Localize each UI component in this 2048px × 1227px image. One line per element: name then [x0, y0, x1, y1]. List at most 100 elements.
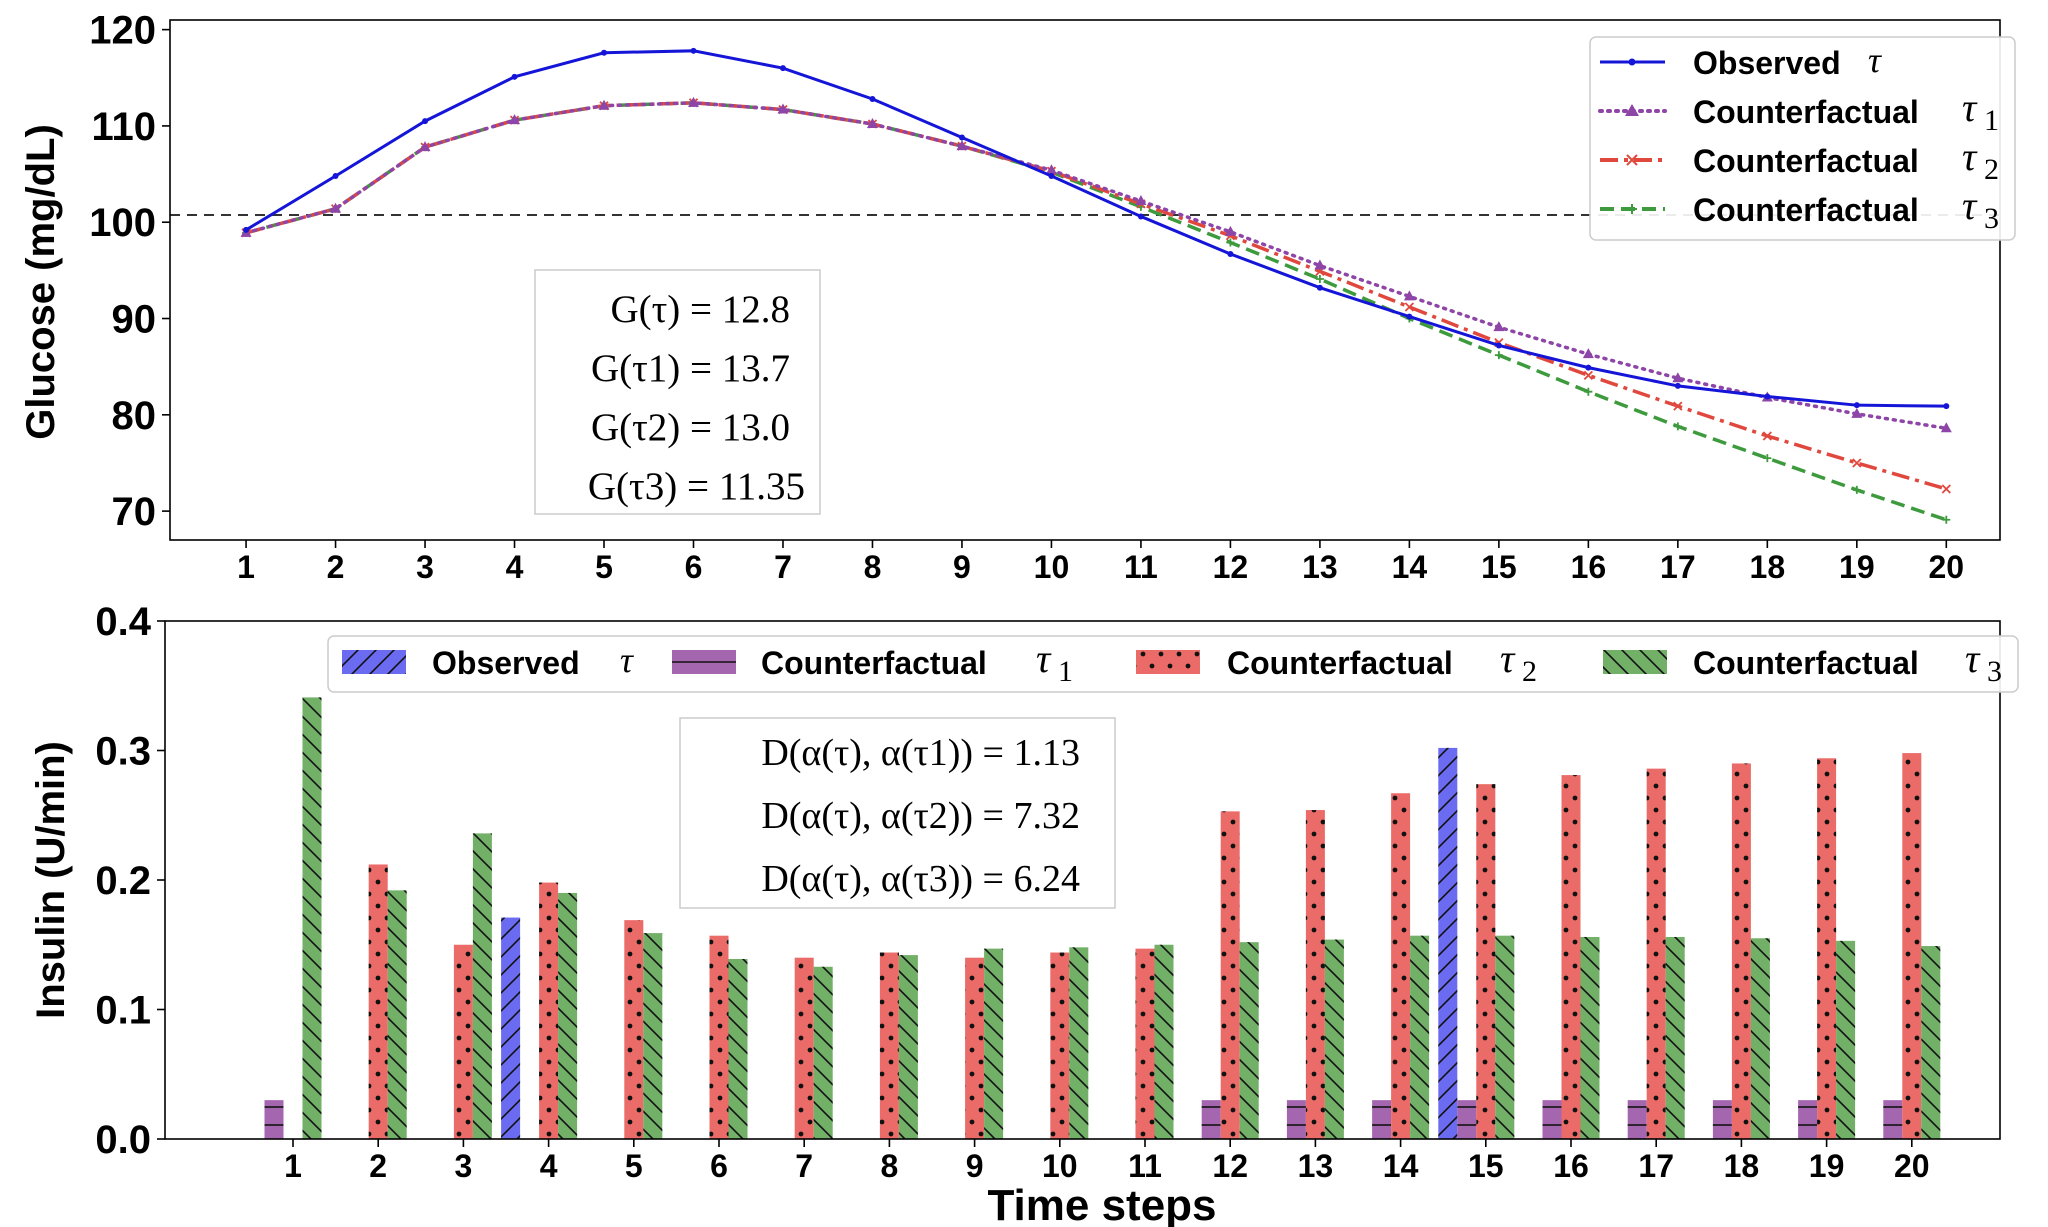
insulin-bar-cf2: [965, 957, 985, 1139]
insulin-bar-cf3: [387, 890, 407, 1139]
glucose-xtick-label: 4: [506, 549, 524, 585]
bar-legend-cf1-tau: τ: [1036, 636, 1052, 681]
insulin-bar-cf3: [1154, 944, 1174, 1139]
glucose-point-observed: [1495, 342, 1502, 349]
glucose-xtick-label: 2: [327, 549, 345, 585]
insulin-bar-cf1: [1286, 1100, 1306, 1139]
legend-observed: Observed τ: [1600, 40, 1882, 81]
insulin-bar-cf2: [794, 957, 814, 1139]
insulin-bar-cf3: [1750, 938, 1770, 1139]
insulin-stats-box: D(α(τ), α(τ1)) = 1.13 D(α(τ), α(τ2)) = 7…: [679, 717, 1116, 909]
insulin-xtick-label: 5: [625, 1148, 643, 1184]
glucose-point-cf1: [687, 96, 699, 107]
insulin-xtick-label: 16: [1553, 1148, 1589, 1184]
insulin-bar-cf2: [879, 952, 899, 1139]
glucose-xtick-label: 10: [1034, 549, 1070, 585]
insulin-xtick-label: 4: [540, 1148, 558, 1184]
glucose-xtick-label: 19: [1839, 549, 1875, 585]
glucose-point-cf1: [1135, 195, 1147, 206]
legend-cf3-label: Counterfactual: [1693, 192, 1919, 228]
glucose-ytick-label: 100: [89, 201, 156, 245]
insulin-ytick-label: 0.4: [95, 600, 151, 644]
insulin-bar-cf3: [813, 966, 833, 1139]
insulin-bar-cf1: [264, 1100, 284, 1139]
insulin-xtick-label: 6: [710, 1148, 728, 1184]
glucose-point-cf3: [1494, 351, 1503, 360]
insulin-bar-observed: [501, 917, 521, 1139]
glucose-point-cf1: [777, 103, 789, 114]
insulin-bar-cf3: [728, 958, 748, 1139]
insulin-bar-cf2: [709, 935, 729, 1139]
glucose-xtick-label: 6: [685, 549, 703, 585]
insulin-bar-cf2: [1135, 948, 1155, 1139]
glucose-stats-box: G(τ) = 12.8 G(τ1) = 13.7 G(τ2) = 13.0 G(…: [534, 269, 821, 515]
glucose-point-cf3: [1673, 422, 1682, 431]
legend-cf1-label: Counterfactual: [1693, 94, 1919, 130]
glucose-point-observed: [422, 118, 429, 125]
insulin-bar-cf1: [1883, 1100, 1903, 1139]
glucose-xtick-label: 3: [416, 549, 434, 585]
glucose-point-cf1: [1672, 372, 1684, 383]
glucose-point-cf2: [1852, 458, 1862, 468]
insulin-xtick-label: 13: [1298, 1148, 1334, 1184]
insulin-bar-cf2: [368, 864, 388, 1139]
legend-cf3: Counterfactual τ 3: [1600, 183, 1999, 235]
glucose-point-observed: [1316, 284, 1323, 291]
glucose-point-observed: [1943, 403, 1950, 410]
legend-observed-label: Observed: [1693, 45, 1841, 81]
insulin-bar-cf2: [539, 882, 559, 1139]
bar-legend-cf2: Counterfactual τ 2: [1136, 636, 1537, 688]
insulin-ytick-label: 0.2: [95, 859, 151, 903]
insulin-bar-cf3: [1495, 935, 1515, 1139]
legend-cf1: Counterfactual τ 1: [1598, 85, 1999, 137]
insulin-bar-cf3: [1410, 935, 1430, 1139]
insulin-bar-cf3: [1069, 947, 1089, 1139]
bar-legend-observed-tau: τ: [620, 640, 634, 680]
glucose-point-cf3: [1852, 485, 1861, 494]
insulin-axes-frame: [164, 620, 2001, 1140]
glucose-point-cf1: [330, 202, 342, 213]
glucose-xtick-label: 12: [1213, 549, 1249, 585]
insulin-bar-cf3: [984, 948, 1004, 1139]
glucose-xtick-label: 15: [1481, 549, 1517, 585]
glucose-point-cf1: [419, 141, 431, 152]
glucose-point-observed: [332, 173, 339, 179]
insulin-xtick-label: 11: [1128, 1148, 1162, 1184]
glucose-xtick-label: 14: [1392, 549, 1428, 585]
insulin-legend: Observed τ Counterfactual τ 1 Counterfac…: [327, 635, 2019, 693]
insulin-bar-cf3: [472, 833, 492, 1139]
g-tau2-stat: G(τ2) = 13.0: [591, 406, 790, 449]
legend-cf2-sub: 2: [1984, 153, 1999, 186]
insulin-bar-cf2: [624, 920, 644, 1139]
glucose-point-observed: [690, 47, 697, 54]
bar-legend-cf3-tau: τ: [1965, 636, 1981, 681]
glucose-xtick-label: 17: [1660, 549, 1696, 585]
g-tau-stat: G(τ) = 12.8: [610, 288, 790, 331]
glucose-point-observed: [243, 226, 250, 233]
glucose-point-cf1: [1224, 225, 1236, 236]
glucose-xtick-label: 7: [774, 549, 792, 585]
insulin-bar-cf2: [1561, 775, 1581, 1139]
legend-cf2-tau: τ: [1962, 134, 1978, 179]
g-tau1-stat: G(τ1) = 13.7: [591, 347, 790, 390]
insulin-panel: 1 2 3 4 5 6 7 8 9 10 11 12 13 14 15 16 17 18 19 20 0.00.10.…: [29, 600, 2019, 1227]
bar-legend-cf1: Counterfactual τ 1: [672, 636, 1073, 688]
d-tau2-stat: D(α(τ), α(τ2)) = 7.32: [761, 795, 1080, 837]
glucose-point-cf1: [1045, 164, 1057, 175]
insulin-bar-cf1: [1372, 1100, 1392, 1139]
insulin-ytick-label: 0.3: [95, 730, 151, 774]
insulin-xtick-label: 17: [1638, 1148, 1674, 1184]
insulin-bar-cf3: [1836, 940, 1856, 1139]
glucose-point-cf1: [1851, 407, 1863, 418]
insulin-bar-cf3: [558, 892, 578, 1139]
glucose-point-cf3: [1942, 515, 1951, 524]
insulin-bar-cf3: [302, 697, 322, 1139]
glucose-ytick-label: 110: [91, 105, 156, 149]
glucose-point-cf1: [866, 118, 878, 128]
glucose-point-cf1: [956, 140, 968, 151]
bar-legend-cf3-label: Counterfactual: [1693, 645, 1919, 681]
insulin-bar-cf3: [1921, 946, 1941, 1139]
glucose-point-cf2: [1941, 484, 1951, 494]
insulin-xtick-label: 18: [1724, 1148, 1760, 1184]
